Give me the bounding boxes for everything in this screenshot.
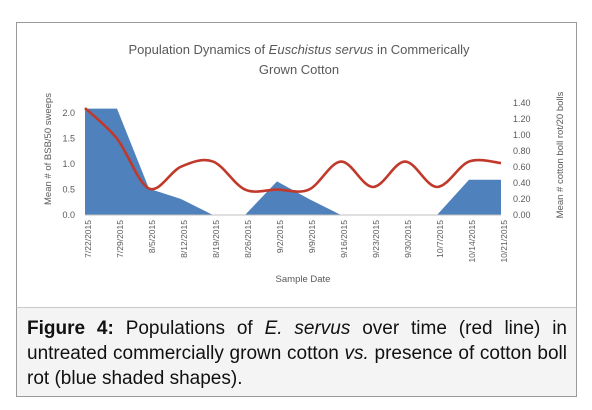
chart-title-line-2: Grown Cotton xyxy=(259,62,339,77)
figure-caption-box: Figure 4: Populations of E. servus over … xyxy=(16,307,577,397)
x-tick-label: 10/14/2015 xyxy=(467,220,477,263)
chart-title-species: Euschistus servus xyxy=(269,42,374,57)
x-tick-label: 10/7/2015 xyxy=(435,220,445,258)
chart-frame: Population Dynamics of Euschistus servus… xyxy=(16,22,577,308)
y-left-tick-label: 1.5 xyxy=(62,134,75,144)
y-left-tick-label: 0.0 xyxy=(62,210,75,220)
y-right-tick-label: 0.60 xyxy=(513,162,531,172)
figure-caption: Figure 4: Populations of E. servus over … xyxy=(27,316,567,391)
caption-vs: vs. xyxy=(344,343,369,364)
x-tick-label: 9/16/2015 xyxy=(339,220,349,258)
caption-text-1: Populations of xyxy=(113,318,265,339)
bsb-population-line xyxy=(84,107,502,193)
x-tick-label: 7/22/2015 xyxy=(83,220,93,258)
caption-species: E. servus xyxy=(264,318,351,339)
x-tick-label: 9/2/2015 xyxy=(275,220,285,253)
y-right-tick-label: 0.20 xyxy=(513,194,531,204)
y-right-tick-label: 1.40 xyxy=(513,98,531,108)
y-right-tick-label: 0.00 xyxy=(513,210,531,220)
y-right-axis-label: Mean # cotton boll rot/20 bolls xyxy=(555,91,566,218)
y-left-tick-label: 1.0 xyxy=(62,159,75,169)
x-tick-label: 8/5/2015 xyxy=(147,220,157,253)
caption-text-2: over time (red line) in untreated commer… xyxy=(27,318,567,364)
y-right-tick-label: 0.80 xyxy=(513,146,531,156)
caption-text-3: presence of cotton boll rot (blue shaded… xyxy=(27,343,567,389)
x-tick-label: 8/26/2015 xyxy=(243,220,253,258)
caption-label: Figure 4: xyxy=(27,318,114,339)
chart: Population Dynamics of Euschistus servus… xyxy=(43,42,566,285)
boll-rot-area xyxy=(85,108,501,215)
y-right-tick-label: 0.40 xyxy=(513,178,531,188)
x-tick-label: 8/19/2015 xyxy=(211,220,221,258)
y-left-axis-label: Mean # of BSB/50 sweeps xyxy=(43,93,54,205)
y-left-tick-label: 0.5 xyxy=(62,185,75,195)
x-axis-label: Sample Date xyxy=(276,274,331,285)
y-left-tick-label: 2.0 xyxy=(62,108,75,118)
chart-title-line-1: Population Dynamics of Euschistus servus… xyxy=(128,42,470,57)
chart-title-part-1: Population Dynamics of xyxy=(128,42,268,57)
x-tick-label: 9/23/2015 xyxy=(371,220,381,258)
chart-title-part-3: in Commerically xyxy=(373,42,470,57)
x-tick-label: 8/12/2015 xyxy=(179,220,189,258)
x-tick-label: 9/30/2015 xyxy=(403,220,413,258)
x-tick-label: 7/29/2015 xyxy=(115,220,125,258)
y-right-tick-label: 1.00 xyxy=(513,130,531,140)
y-right-tick-label: 1.20 xyxy=(513,114,531,124)
x-tick-label: 9/9/2015 xyxy=(307,220,317,253)
x-tick-label: 10/21/2015 xyxy=(499,220,509,263)
